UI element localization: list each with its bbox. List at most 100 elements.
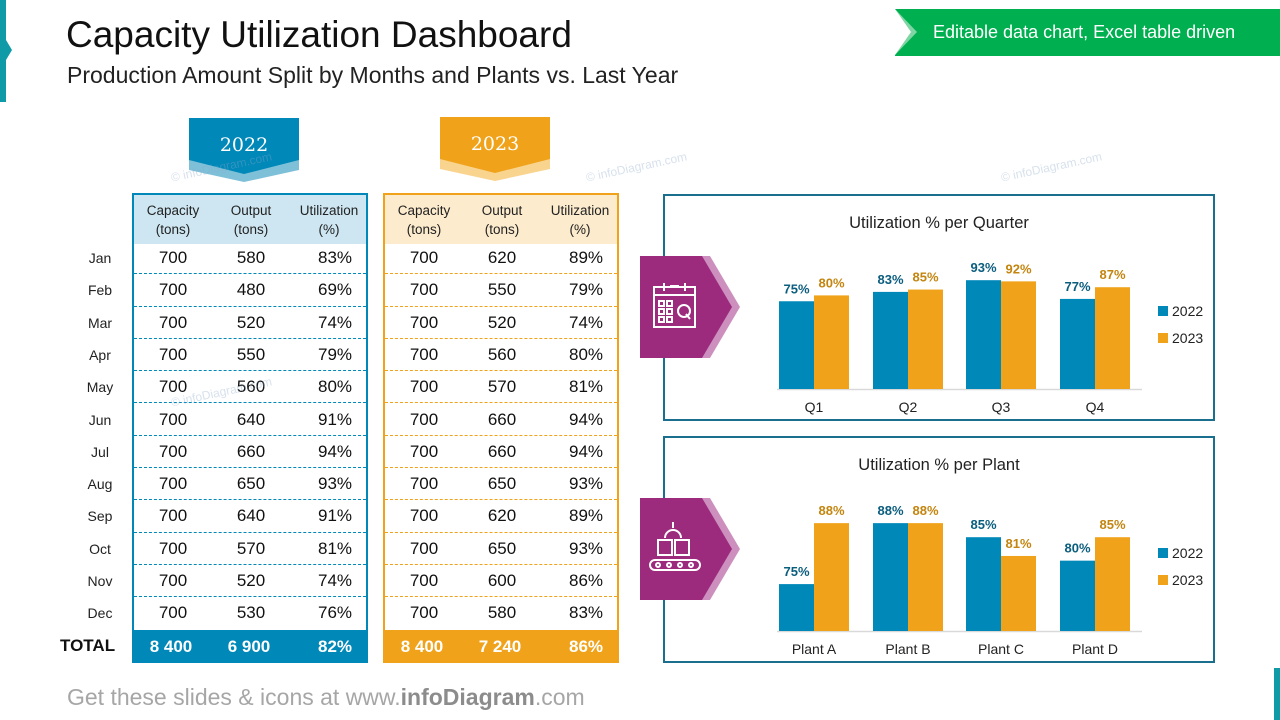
table-cell: 520 bbox=[236, 312, 266, 332]
table-cell: 700 bbox=[409, 571, 439, 590]
header-line: Capacity bbox=[397, 203, 451, 218]
month-label: Oct bbox=[89, 540, 111, 557]
header-line: Output bbox=[481, 203, 523, 218]
table-row: 700 660 94% bbox=[385, 436, 617, 469]
footer-suffix: .com bbox=[534, 684, 585, 710]
header-unit: (%) bbox=[318, 222, 340, 237]
legend-swatch bbox=[1158, 333, 1168, 343]
table-cell: 550 bbox=[487, 280, 517, 300]
calendar-q-icon bbox=[640, 256, 740, 358]
table-cell: 91% bbox=[317, 409, 353, 429]
category-label: Plant A bbox=[792, 641, 837, 657]
bar-2022-Q2 bbox=[873, 291, 908, 389]
table-cell: 700 bbox=[158, 603, 188, 623]
year-header-2022: 2022 bbox=[189, 118, 299, 182]
month-label: Jul bbox=[91, 443, 109, 460]
table-cell: 660 bbox=[487, 441, 517, 461]
table-row: 700 660 94% bbox=[385, 404, 617, 436]
table-cell: 74% bbox=[317, 312, 353, 332]
legend-label: 2023 bbox=[1172, 572, 1203, 588]
table-cell: 550 bbox=[236, 344, 266, 364]
table-row: 700 660 94% bbox=[134, 436, 366, 469]
legend-swatch bbox=[1158, 306, 1168, 316]
table-row: 700 650 93% bbox=[385, 533, 617, 565]
table-cell: 700 bbox=[158, 377, 188, 397]
table-cell: 93% bbox=[568, 474, 604, 494]
table-cell: 580 bbox=[236, 248, 266, 267]
total-cell: 8 400 bbox=[400, 637, 444, 656]
category-label: Plant B bbox=[885, 641, 930, 657]
table-cell: 700 bbox=[158, 538, 188, 558]
table-cell: 700 bbox=[158, 280, 188, 300]
table-cell: 600 bbox=[487, 571, 517, 590]
table-cell: 570 bbox=[487, 377, 517, 397]
column-header: Utilization (%) bbox=[541, 201, 619, 239]
category-label: Q3 bbox=[992, 399, 1011, 415]
bar-2023-Plant-A bbox=[814, 523, 849, 631]
table-cell: 700 bbox=[158, 506, 188, 526]
watermark: © infoDiagram.com bbox=[999, 149, 1104, 185]
table-cell: 94% bbox=[568, 409, 604, 429]
category-label: Q1 bbox=[805, 399, 824, 415]
badge-text: Editable data chart, Excel table driven bbox=[933, 22, 1236, 42]
header-line: Capacity bbox=[146, 203, 200, 218]
chart-title: Utilization % per Quarter bbox=[849, 214, 1029, 232]
table-cell: 700 bbox=[158, 344, 188, 364]
table-cell: 83% bbox=[568, 603, 604, 623]
month-label: Aug bbox=[87, 476, 113, 493]
data-label: 80% bbox=[1064, 541, 1090, 556]
month-label: Dec bbox=[87, 605, 113, 622]
data-label: 88% bbox=[877, 503, 903, 518]
table-cell: 89% bbox=[568, 506, 604, 526]
data-label: 83% bbox=[877, 272, 903, 287]
table-row: 700 550 79% bbox=[134, 339, 366, 372]
quarter-chart: Utilization % per Quarter 75% 80% Q1 83% 85%… bbox=[663, 194, 1215, 421]
month-label: Sep bbox=[87, 508, 113, 525]
table-cell: 94% bbox=[317, 441, 353, 461]
table-row: 700 600 86% bbox=[385, 565, 617, 598]
table-cell: 700 bbox=[158, 248, 188, 267]
page-subtitle: Production Amount Split by Months and Pl… bbox=[67, 62, 679, 88]
table-row: 700 620 89% bbox=[385, 242, 617, 275]
table-header: Capacity (tons) Output (tons) Utilization (%) bbox=[385, 195, 617, 244]
total-cell: 6 900 bbox=[227, 637, 271, 656]
table-cell: 81% bbox=[568, 377, 604, 397]
category-label: Plant C bbox=[978, 641, 1024, 657]
table-cell: 700 bbox=[409, 474, 439, 494]
month-label: Mar bbox=[87, 314, 113, 331]
month-label: Nov bbox=[87, 573, 113, 589]
table-cell: 560 bbox=[487, 344, 517, 364]
header-line: Output bbox=[230, 203, 272, 218]
header-unit: (tons) bbox=[484, 222, 520, 237]
table-row: 700 560 80% bbox=[134, 371, 366, 404]
table-row: 700 560 80% bbox=[385, 339, 617, 372]
footer-prefix: Get these slides & icons at www. bbox=[67, 684, 401, 710]
column-header: Output (tons) bbox=[212, 201, 290, 239]
table-cell: 83% bbox=[317, 248, 353, 267]
bar-2022-Plant-C bbox=[966, 537, 1001, 631]
table-cell: 580 bbox=[487, 603, 517, 623]
header-unit: (%) bbox=[569, 222, 591, 237]
table-row: 700 570 81% bbox=[385, 371, 617, 404]
legend-label: 2023 bbox=[1172, 330, 1203, 346]
table-cell: 91% bbox=[317, 506, 353, 526]
page-title: Capacity Utilization Dashboard bbox=[66, 14, 572, 55]
month-label: May bbox=[86, 379, 114, 396]
bar-2023-Q2 bbox=[908, 289, 943, 389]
data-label: 81% bbox=[1005, 536, 1031, 551]
table-row: 700 520 74% bbox=[385, 307, 617, 339]
column-header: Utilization (%) bbox=[290, 201, 368, 239]
table-row: 700 550 79% bbox=[385, 274, 617, 307]
bar-2022-Plant-A bbox=[779, 584, 814, 631]
table-cell: 94% bbox=[568, 441, 604, 461]
table-cell: 69% bbox=[317, 280, 353, 300]
table-cell: 76% bbox=[317, 603, 353, 623]
category-label: Q2 bbox=[899, 399, 918, 415]
table-row: 700 580 83% bbox=[385, 597, 617, 629]
table-2022: Capacity (tons) Output (tons) Utilization (%)… bbox=[132, 193, 368, 663]
accent-bar-bottom bbox=[1274, 668, 1280, 720]
bar-2022-Q4 bbox=[1060, 298, 1095, 389]
legend-label: 2022 bbox=[1172, 545, 1203, 561]
table-cell: 700 bbox=[158, 409, 188, 429]
total-row: 8 400 7 240 86% bbox=[383, 630, 619, 663]
